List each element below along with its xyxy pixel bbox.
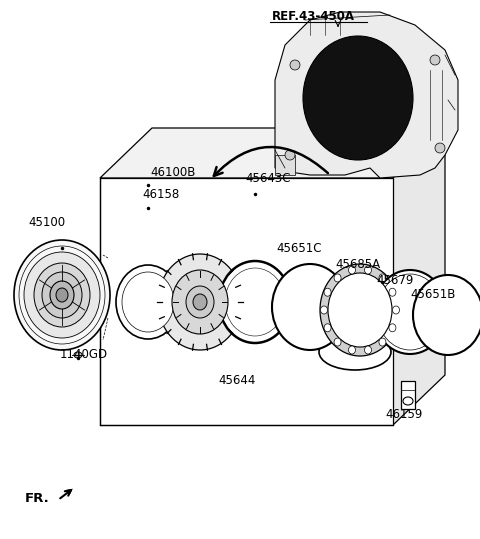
Ellipse shape: [290, 60, 300, 70]
Ellipse shape: [379, 274, 386, 282]
Text: 45685A: 45685A: [335, 259, 380, 272]
Text: 45643C: 45643C: [245, 171, 290, 184]
Ellipse shape: [172, 270, 228, 334]
Ellipse shape: [34, 263, 90, 327]
Polygon shape: [100, 128, 445, 178]
Text: 45100: 45100: [28, 216, 65, 229]
Text: 1140GD: 1140GD: [60, 349, 108, 362]
Text: 45651B: 45651B: [410, 288, 456, 301]
Ellipse shape: [413, 275, 480, 355]
Ellipse shape: [186, 286, 214, 318]
Ellipse shape: [320, 264, 400, 356]
Ellipse shape: [334, 274, 341, 282]
Ellipse shape: [219, 261, 291, 343]
Polygon shape: [275, 12, 458, 178]
Ellipse shape: [377, 274, 443, 350]
Ellipse shape: [435, 143, 445, 153]
Text: 45651C: 45651C: [276, 241, 322, 254]
Ellipse shape: [328, 273, 392, 347]
Ellipse shape: [379, 338, 386, 346]
Ellipse shape: [24, 252, 100, 338]
Polygon shape: [275, 155, 295, 175]
Ellipse shape: [348, 346, 356, 354]
Ellipse shape: [334, 338, 341, 346]
Ellipse shape: [319, 334, 391, 370]
Ellipse shape: [56, 288, 68, 302]
Ellipse shape: [74, 352, 82, 358]
Ellipse shape: [42, 272, 82, 318]
Ellipse shape: [116, 265, 180, 339]
Text: FR.: FR.: [25, 492, 50, 505]
Ellipse shape: [324, 288, 331, 296]
Text: 46158: 46158: [142, 189, 179, 202]
Text: 46159: 46159: [385, 409, 422, 421]
Ellipse shape: [272, 264, 348, 350]
Ellipse shape: [430, 55, 440, 65]
Ellipse shape: [50, 281, 74, 309]
Ellipse shape: [324, 324, 331, 332]
Ellipse shape: [389, 324, 396, 332]
Ellipse shape: [364, 266, 372, 274]
Ellipse shape: [193, 294, 207, 310]
Polygon shape: [100, 178, 393, 425]
Ellipse shape: [389, 288, 396, 296]
Ellipse shape: [285, 150, 295, 160]
Text: 45644: 45644: [218, 374, 255, 386]
Ellipse shape: [348, 266, 356, 274]
Ellipse shape: [364, 346, 372, 354]
Ellipse shape: [303, 36, 413, 160]
Ellipse shape: [321, 306, 327, 314]
Text: 46100B: 46100B: [150, 165, 195, 178]
Ellipse shape: [122, 272, 174, 332]
Polygon shape: [393, 128, 445, 425]
Ellipse shape: [225, 268, 285, 336]
Ellipse shape: [14, 240, 110, 350]
Text: REF.43-450A: REF.43-450A: [272, 10, 355, 23]
Ellipse shape: [393, 306, 399, 314]
Ellipse shape: [373, 270, 447, 354]
Text: 45679: 45679: [376, 273, 413, 287]
Bar: [401, 381, 415, 409]
Ellipse shape: [158, 254, 242, 350]
